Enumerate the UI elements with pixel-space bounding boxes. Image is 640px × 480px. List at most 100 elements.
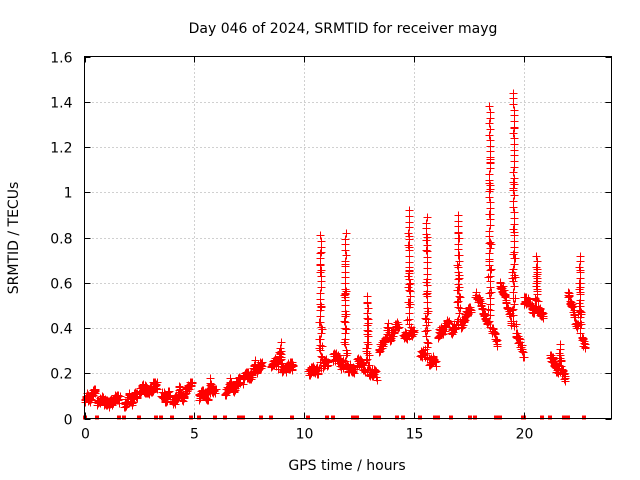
data-point bbox=[473, 415, 477, 420]
data-point bbox=[323, 362, 332, 371]
data-point bbox=[509, 265, 518, 274]
data-point bbox=[404, 241, 413, 250]
data-point bbox=[456, 293, 465, 302]
data-point bbox=[316, 358, 325, 367]
data-point bbox=[363, 321, 372, 330]
data-point bbox=[453, 298, 462, 307]
data-point bbox=[289, 362, 298, 371]
y-tick-label: 1 bbox=[64, 186, 73, 202]
data-point bbox=[486, 125, 495, 134]
data-point bbox=[454, 315, 463, 324]
data-point bbox=[491, 330, 500, 339]
data-point bbox=[486, 198, 495, 207]
y-tick-label: 1.4 bbox=[50, 96, 72, 112]
data-point bbox=[562, 415, 566, 420]
data-point bbox=[248, 373, 257, 382]
data-point bbox=[485, 249, 494, 258]
data-point bbox=[317, 323, 326, 332]
data-point bbox=[290, 415, 294, 420]
data-point bbox=[364, 340, 373, 349]
data-point bbox=[538, 308, 547, 317]
data-point bbox=[486, 294, 495, 303]
data-point bbox=[277, 362, 286, 371]
data-point bbox=[358, 360, 367, 369]
data-point bbox=[379, 342, 388, 351]
data-point bbox=[95, 415, 99, 420]
data-point bbox=[456, 304, 465, 313]
data-point bbox=[306, 415, 310, 420]
data-point bbox=[349, 367, 358, 376]
data-point bbox=[422, 219, 431, 228]
data-point bbox=[331, 415, 335, 420]
data-point bbox=[258, 362, 267, 371]
data-point bbox=[454, 211, 463, 220]
data-point bbox=[511, 273, 520, 282]
data-point bbox=[532, 272, 541, 281]
data-point bbox=[404, 229, 413, 238]
data-point bbox=[316, 249, 325, 258]
data-point bbox=[532, 263, 541, 272]
data-point bbox=[316, 289, 325, 298]
data-point bbox=[237, 415, 241, 420]
data-point bbox=[455, 234, 464, 243]
x-tick-label: 10 bbox=[296, 427, 314, 443]
data-point bbox=[341, 257, 350, 266]
data-point bbox=[539, 309, 548, 318]
data-point bbox=[206, 374, 215, 383]
data-point bbox=[486, 136, 495, 145]
data-point bbox=[487, 265, 496, 274]
data-point bbox=[509, 288, 518, 297]
data-point bbox=[406, 292, 415, 301]
data-point bbox=[405, 235, 414, 244]
data-point bbox=[578, 333, 587, 342]
data-point bbox=[364, 304, 373, 313]
data-point bbox=[204, 396, 213, 405]
data-point bbox=[555, 349, 564, 358]
data-point bbox=[364, 361, 373, 370]
data-point bbox=[342, 229, 351, 238]
data-point bbox=[582, 415, 586, 420]
data-point bbox=[363, 366, 372, 375]
data-point bbox=[485, 119, 494, 128]
data-point bbox=[575, 285, 584, 294]
data-point bbox=[501, 291, 510, 300]
data-point bbox=[276, 344, 285, 353]
data-point bbox=[486, 238, 495, 247]
data-point bbox=[509, 277, 518, 286]
data-point bbox=[485, 227, 494, 236]
data-point bbox=[421, 345, 430, 354]
data-point bbox=[401, 328, 410, 337]
data-point bbox=[454, 280, 463, 289]
data-point bbox=[577, 320, 586, 329]
data-point bbox=[202, 394, 211, 403]
data-point bbox=[533, 285, 542, 294]
data-point bbox=[494, 415, 498, 420]
data-point bbox=[518, 347, 527, 356]
data-point bbox=[564, 293, 573, 302]
data-point bbox=[122, 415, 126, 420]
data-point bbox=[223, 415, 227, 420]
data-point bbox=[467, 308, 476, 317]
data-point bbox=[548, 415, 552, 420]
data-point bbox=[406, 326, 415, 335]
data-point bbox=[533, 307, 542, 316]
data-point bbox=[460, 317, 469, 326]
data-point bbox=[454, 297, 463, 306]
data-point bbox=[340, 291, 349, 300]
data-point bbox=[423, 326, 432, 335]
plot-frame bbox=[84, 56, 612, 419]
data-point bbox=[454, 263, 463, 272]
data-point bbox=[418, 415, 422, 420]
data-point bbox=[318, 325, 327, 334]
data-point bbox=[363, 338, 372, 347]
data-point bbox=[509, 129, 518, 138]
data-point bbox=[351, 415, 355, 420]
data-point bbox=[510, 231, 519, 240]
data-point bbox=[524, 295, 533, 304]
data-point bbox=[509, 186, 518, 195]
data-point bbox=[373, 415, 377, 420]
data-point bbox=[341, 357, 350, 366]
data-point bbox=[485, 102, 494, 111]
data-point bbox=[350, 369, 359, 378]
data-point bbox=[188, 379, 197, 388]
